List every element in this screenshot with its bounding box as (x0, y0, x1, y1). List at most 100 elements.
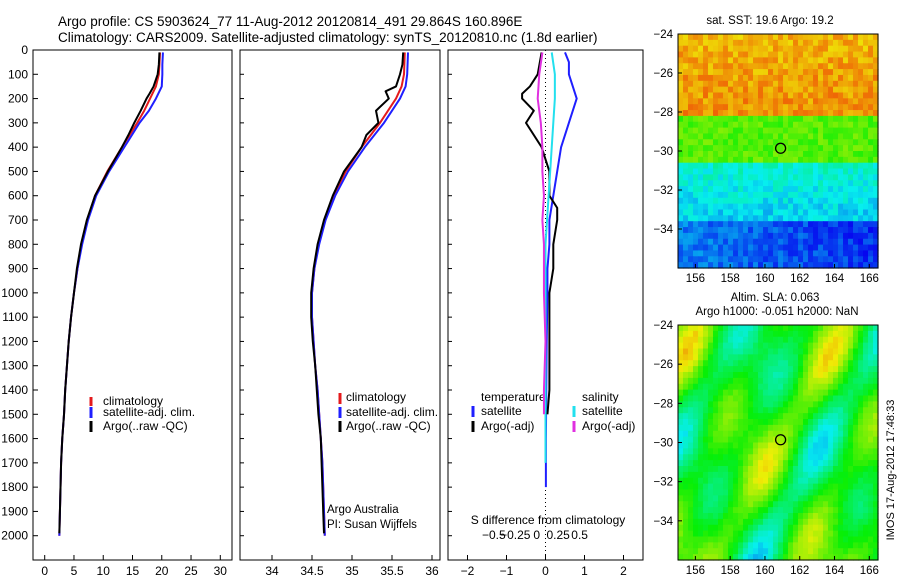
heatmap-cell (708, 238, 714, 246)
heatmap-cell (803, 348, 809, 355)
heatmap-cell (758, 174, 764, 181)
heatmap-cell (773, 389, 779, 397)
heatmap-cell (773, 110, 779, 117)
heatmap-cell (758, 34, 764, 41)
heatmap-cell (723, 389, 729, 397)
heatmap-cell (843, 466, 849, 473)
heatmap-cell (808, 471, 814, 479)
heatmap-cell (733, 366, 739, 373)
heatmap-cell (863, 554, 869, 561)
heatmap-cell (723, 215, 729, 222)
heatmap-cell (758, 395, 764, 402)
heatmap-cell (728, 104, 734, 111)
heatmap-cell (773, 74, 779, 82)
heatmap-cell (818, 471, 824, 479)
heatmap-cell (698, 436, 704, 444)
heatmap-cell (763, 145, 769, 152)
heatmap-cell (763, 524, 769, 532)
heatmap-cell (708, 221, 714, 228)
heatmap-cell (843, 366, 849, 373)
heatmap-cell (733, 45, 739, 53)
legend-title-temperature: temperature (481, 390, 546, 404)
heatmap-cell (833, 92, 839, 99)
heatmap-cell (738, 39, 744, 47)
heatmap-cell (788, 424, 794, 432)
heatmap-cell (713, 139, 719, 146)
heatmap-cell (728, 232, 734, 240)
x-tick-label: −1 (500, 564, 514, 578)
legend-label-argo: Argo(..raw -QC) (346, 419, 431, 433)
heatmap-cell (868, 104, 874, 111)
heatmap-cell (778, 191, 784, 199)
heatmap-cell (713, 34, 719, 41)
heatmap-cell (738, 366, 744, 373)
heatmap-cell (713, 227, 719, 234)
heatmap-cell (688, 51, 694, 58)
heatmap-cell (868, 133, 874, 140)
heatmap-cell (843, 180, 849, 187)
heatmap-cell (793, 156, 799, 164)
heatmap-cell (678, 466, 684, 473)
heatmap-cell (863, 180, 869, 187)
heatmap-cell (818, 57, 824, 64)
heatmap-cell (698, 330, 704, 338)
heatmap-cell (728, 197, 734, 205)
heatmap-cell (713, 419, 719, 426)
heatmap-cell (798, 477, 804, 485)
heatmap-cell (683, 168, 689, 175)
legend-label-t-satellite: satellite (481, 404, 522, 418)
heatmap-cell (763, 51, 769, 58)
heatmap-cell (723, 104, 729, 111)
heatmap-cell (783, 209, 789, 216)
heatmap-cell (728, 80, 734, 88)
heatmap-cell (823, 232, 829, 240)
heatmap-cell (863, 354, 869, 361)
heatmap-cell (688, 74, 694, 82)
heatmap-cell (693, 238, 699, 246)
heatmap-cell (863, 536, 869, 543)
heatmap-cell (793, 74, 799, 82)
heatmap-cell (833, 98, 839, 105)
heatmap-cell (798, 360, 804, 367)
heatmap-cell (848, 174, 854, 181)
heatmap-cell (838, 471, 844, 479)
heatmap-cell (678, 203, 684, 211)
heatmap-cell (858, 39, 864, 47)
heatmap-cell (818, 45, 824, 53)
heatmap-cell (748, 342, 754, 350)
heatmap-cell (728, 92, 734, 99)
heatmap-cell (773, 151, 779, 158)
heatmap-cell (813, 156, 819, 164)
heatmap-cell (833, 174, 839, 181)
heatmap-cell (763, 80, 769, 88)
heatmap-cell (718, 395, 724, 402)
heatmap-cell (803, 221, 809, 228)
heatmap-cell (848, 325, 854, 332)
heatmap-cell (728, 407, 734, 414)
heatmap-cell (828, 104, 834, 111)
heatmap-cell (723, 115, 729, 123)
heatmap-cell (868, 495, 874, 502)
heatmap-cell (858, 460, 864, 467)
heatmap-cell (683, 518, 689, 526)
heatmap-cell (778, 80, 784, 88)
heatmap-cell (798, 377, 804, 385)
heatmap-cell (773, 262, 779, 269)
heatmap-cell (698, 336, 704, 344)
heatmap-cell (803, 442, 809, 449)
heatmap-cell (718, 407, 724, 414)
heatmap-cell (818, 430, 824, 438)
heatmap-cell (713, 221, 719, 228)
heatmap-cell (753, 342, 759, 350)
heatmap-cell (793, 454, 799, 461)
heatmap-cell (783, 336, 789, 344)
heatmap-cell (788, 507, 794, 514)
heatmap-cell (818, 548, 824, 555)
heatmap-cell (733, 489, 739, 496)
heatmap-cell (753, 227, 759, 234)
heatmap-cell (718, 209, 724, 216)
heatmap-cell (688, 156, 694, 164)
heatmap-cell (708, 495, 714, 502)
heatmap-cell (838, 250, 844, 257)
heatmap-cell (818, 348, 824, 355)
